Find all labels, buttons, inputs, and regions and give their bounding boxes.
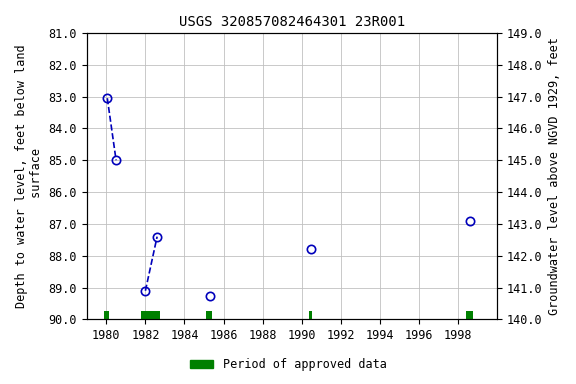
- Bar: [104, 311, 109, 319]
- Bar: [309, 311, 312, 319]
- Bar: [466, 311, 473, 319]
- Legend: Period of approved data: Period of approved data: [185, 354, 391, 376]
- Y-axis label: Groundwater level above NGVD 1929, feet: Groundwater level above NGVD 1929, feet: [548, 37, 561, 315]
- Bar: [206, 311, 212, 319]
- Title: USGS 320857082464301 23R001: USGS 320857082464301 23R001: [179, 15, 405, 29]
- Y-axis label: Depth to water level, feet below land
 surface: Depth to water level, feet below land su…: [15, 45, 43, 308]
- Bar: [142, 311, 160, 319]
